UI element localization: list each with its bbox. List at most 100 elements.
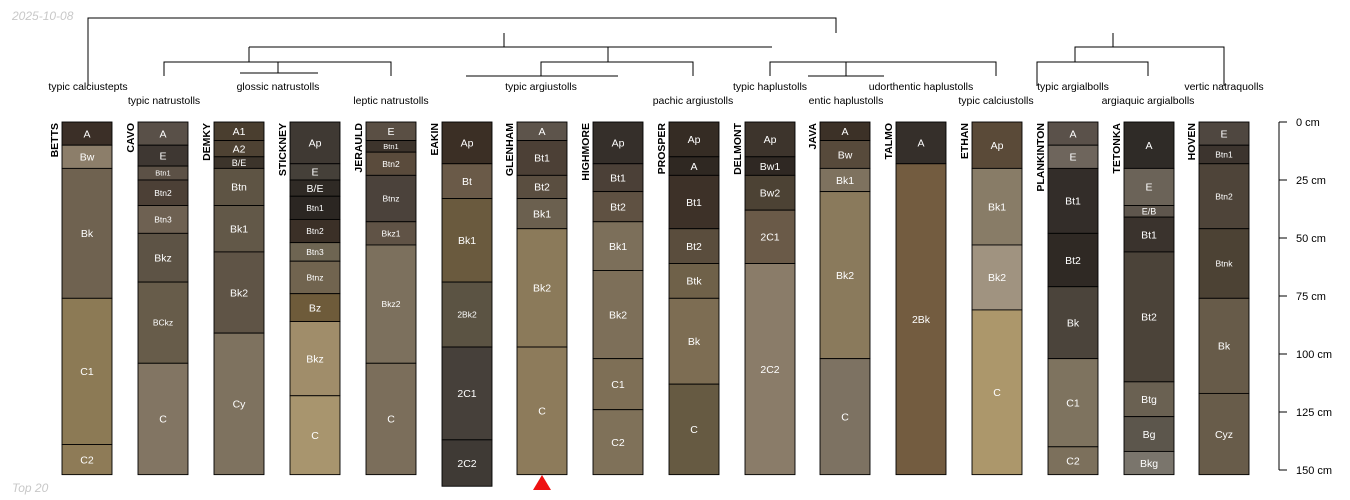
- horizon-label: A: [1145, 140, 1152, 152]
- horizon-label: Bt2: [534, 182, 550, 194]
- horizon-label: Btn2: [306, 226, 324, 236]
- horizon-block: [668, 383, 720, 476]
- horizon-block: [365, 362, 417, 476]
- profile-name: DELMONT: [732, 122, 744, 174]
- horizon-label: C2: [1066, 456, 1080, 468]
- soil-profile-talmo: A 2Bk TALMO: [883, 121, 947, 476]
- soil-profile-plankinton: AE Bt1 Bt2 Bk C1 C2 PLANKINTON: [1035, 121, 1099, 476]
- soil-profile-jerauld: E Btn1 Btn2 Btnz Bkz1 Bkz2 C JERAULD: [353, 121, 417, 476]
- horizon-label: Btn3: [154, 215, 172, 225]
- horizon-label: B/E: [307, 183, 324, 195]
- horizon-label: Btn: [231, 182, 247, 194]
- profile-name: ETHAN: [959, 123, 971, 159]
- horizon-label: A: [83, 128, 90, 140]
- horizon-block: [441, 346, 493, 441]
- horizon-label: Bt: [462, 176, 472, 188]
- horizon-block: [61, 297, 113, 445]
- horizon-block: [1123, 167, 1175, 206]
- horizon-label: Bk: [1218, 341, 1231, 353]
- depth-tick-label: 150 cm: [1296, 465, 1332, 477]
- taxon-label: typic argiustolls: [505, 81, 577, 93]
- horizon-label: Bkz: [154, 253, 172, 265]
- depth-tick-label: 50 cm: [1296, 233, 1326, 245]
- profile-name: HOVEN: [1186, 123, 1198, 160]
- horizon-label: 2C2: [457, 458, 476, 470]
- horizon-block: [289, 395, 341, 476]
- horizon-label: C1: [611, 379, 625, 391]
- horizon-label: E/B: [1142, 207, 1157, 217]
- soil-profile-java: A Bw Bk1 Bk2 C JAVA: [807, 121, 871, 476]
- taxon-label: typic haplustolls: [733, 81, 807, 93]
- horizon-label: Btg: [1141, 394, 1157, 406]
- horizon-block: [668, 174, 720, 230]
- horizon-label: C2: [80, 454, 94, 466]
- horizon-label: 2C1: [457, 388, 476, 400]
- horizon-block: [213, 205, 265, 253]
- taxon-label: typic calciustolls: [958, 95, 1033, 107]
- horizon-label: Bk1: [458, 235, 476, 247]
- horizon-label: Btn1: [1215, 150, 1233, 160]
- horizon-label: Btnz: [382, 194, 399, 204]
- horizon-label: 2Bk: [912, 314, 931, 326]
- soil-profile-glenham: A Bt1 Bt2 Bk1 Bk2 C GLENHAM: [504, 121, 568, 476]
- horizon-label: Bk2: [836, 270, 854, 282]
- taxon-label: vertic natraquolls: [1184, 81, 1263, 93]
- horizon-label: C: [690, 424, 698, 436]
- horizon-label: A: [538, 126, 545, 138]
- taxon-label: typic natrustolls: [128, 95, 200, 107]
- profile-name: TETONKA: [1111, 123, 1123, 174]
- horizon-label: Bw: [838, 149, 853, 161]
- soil-profile-betts: A Bw Bk C1 C2 BETTS: [49, 121, 113, 476]
- horizon-label: Bk1: [533, 208, 551, 220]
- horizon-label: Bk2: [609, 309, 627, 321]
- horizon-label: Bt1: [1065, 196, 1081, 208]
- horizon-label: Bt2: [686, 241, 702, 253]
- horizon-block: [1123, 381, 1175, 418]
- horizon-label: B/E: [232, 158, 247, 168]
- taxon-label: udorthentic haplustolls: [869, 81, 973, 93]
- horizon-label: Ap: [991, 140, 1004, 152]
- horizon-block: [137, 281, 189, 364]
- horizon-label: 2Bk2: [457, 310, 477, 320]
- horizon-block: [744, 209, 796, 264]
- horizon-label: Bg: [1143, 429, 1156, 441]
- soil-profile-stickney: Ap E B/E Btn1 Btn2 Btn3 Btnz Bz Bkz C STICKNEY: [277, 121, 341, 476]
- horizon-block: [668, 121, 720, 158]
- horizon-label: C1: [80, 366, 94, 378]
- horizon-label: Cyz: [1215, 429, 1233, 441]
- horizon-block: [971, 244, 1023, 311]
- horizon-block: [137, 362, 189, 476]
- horizon-block: [1123, 416, 1175, 452]
- taxon-label: pachic argiustolls: [653, 95, 734, 107]
- horizon-block: [137, 179, 189, 206]
- horizon-block: [592, 163, 644, 193]
- horizon-label: Ap: [612, 138, 625, 150]
- horizon-label: A: [841, 126, 848, 138]
- horizon-block: [516, 346, 568, 476]
- horizon-block: [516, 228, 568, 348]
- horizon-block: [971, 167, 1023, 246]
- horizon-label: C2: [611, 437, 625, 449]
- horizon-block: [289, 293, 341, 322]
- horizon-label: Bk: [1067, 317, 1080, 329]
- horizon-label: 2C2: [760, 364, 779, 376]
- horizon-block: [895, 121, 947, 165]
- horizon-block: [819, 358, 871, 476]
- horizon-label: Btn1: [383, 142, 398, 151]
- horizon-block: [1123, 450, 1175, 476]
- horizon-label: Bk: [688, 336, 701, 348]
- horizon-block: [1047, 446, 1099, 476]
- horizon-block: [819, 191, 871, 360]
- horizon-block: [1047, 286, 1099, 360]
- horizon-label: C: [159, 414, 167, 426]
- taxon-label: typic argialbolls: [1037, 81, 1109, 93]
- horizon-label: A: [690, 161, 697, 173]
- horizon-label: Bkz2: [382, 299, 401, 309]
- horizon-block: [441, 163, 493, 200]
- depth-tick-label: 0 cm: [1296, 117, 1320, 129]
- horizon-label: Bt1: [610, 172, 626, 184]
- horizon-label: Bk: [81, 228, 94, 240]
- profile-name: GLENHAM: [504, 123, 516, 176]
- horizon-block: [289, 260, 341, 295]
